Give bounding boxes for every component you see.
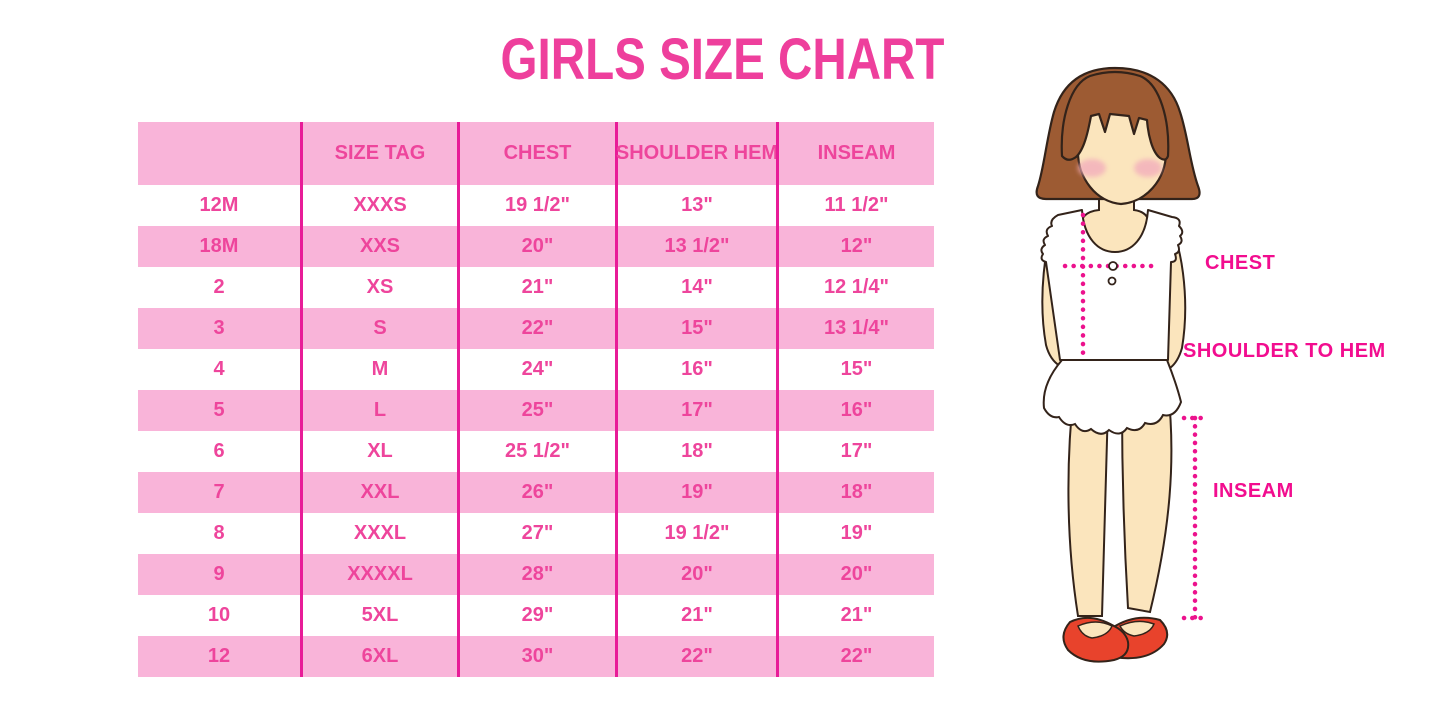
table-cell: 13 1/2" [615,226,776,267]
table-cell: 12" [776,226,934,267]
top-button-1 [1108,261,1118,271]
top-button-2 [1107,276,1117,286]
girl-skirt [1042,359,1183,435]
table-cell: 12 [207,645,231,667]
table-cell: L [300,390,457,431]
size-chart-table: SIZE TAG CHEST SHOULDER HEM INSEAM 12M XX… [138,122,934,677]
table-row: 6 XL 25 1/2" 18" 17" [138,431,934,472]
column-header-size [138,122,300,185]
page-title: GIRLS SIZE CHART [500,27,945,92]
table-cell: 14" [615,267,776,308]
table-cell: 22" [615,636,776,677]
table-cell: 5XL [300,595,457,636]
table-body: 12M XXXS 19 1/2" 13" 11 1/2" 18M XXS 20" 13 1/2… [138,185,934,677]
table-cell: 17" [776,431,934,472]
table-cell: XXS [300,226,457,267]
table-cell: 18M [199,235,239,257]
table-cell: 20" [457,226,615,267]
table-cell: 21" [615,595,776,636]
table-row: 5 L 25" 17" 16" [138,390,934,431]
table-cell: 2 [213,276,225,298]
table-row: 18M XXS 20" 13 1/2" 12" [138,226,934,267]
table-cell: 9 [213,563,225,585]
table-row: 3 S 22" 15" 13 1/4" [138,308,934,349]
table-cell: 5 [213,399,225,421]
table-cell: 15" [776,349,934,390]
table-cell: 24" [457,349,615,390]
table-cell: 30" [457,636,615,677]
column-header-shoulder-hem: SHOULDER HEM [615,122,778,185]
table-cell: 10 [207,604,231,626]
table-cell: 21" [457,267,615,308]
table-cell: 19 1/2" [615,513,776,554]
table-row: 2 XS 21" 14" 12 1/4" [138,267,934,308]
table-row: 12 6XL 30" 22" 22" [138,636,934,677]
table-row: 9 XXXXL 28" 20" 20" [138,554,934,595]
table-cell: 18" [776,472,934,513]
inseam-dotted-line [1181,415,1208,621]
table-cell: 3 [213,317,225,339]
table-row: 4 M 24" 16" 15" [138,349,934,390]
table-cell: 18" [615,431,776,472]
inseam-label: INSEAM [1213,480,1294,502]
table-cell: 25 1/2" [457,431,615,472]
table-cell: 7 [213,481,225,503]
table-header-row: SIZE TAG CHEST SHOULDER HEM INSEAM [138,122,934,185]
table-cell: XS [300,267,457,308]
table-cell: 11 1/2" [776,185,934,226]
column-header-size-tag: SIZE TAG [300,122,457,185]
table-cell: 28" [457,554,615,595]
table-cell: 16" [776,390,934,431]
column-header-inseam: INSEAM [776,122,934,185]
girl-right-leg [1120,388,1173,614]
table-cell: XXXXL [300,554,457,595]
table-cell: 26" [457,472,615,513]
shoulder-to-hem-label: SHOULDER TO HEM [1183,340,1386,362]
table-cell: M [300,349,457,390]
table-cell: 25" [457,390,615,431]
girl-illustration [1035,66,1208,663]
column-header-chest: CHEST [457,122,615,185]
table-cell: 15" [615,308,776,349]
table-cell: S [300,308,457,349]
table-row: 12M XXXS 19 1/2" 13" 11 1/2" [138,185,934,226]
table-cell: 6XL [300,636,457,677]
table-cell: 4 [213,358,225,380]
table-cell: 20" [615,554,776,595]
table-cell: XXXS [300,185,457,226]
girl-left-shoe [1062,616,1130,663]
table-cell: 19 1/2" [457,185,615,226]
table-cell: 20" [776,554,934,595]
table-cell: 12M [199,194,239,216]
table-cell: 19" [776,513,934,554]
table-cell: 13 1/4" [776,308,934,349]
girl-blush-right [1134,159,1162,177]
table-cell: 29" [457,595,615,636]
table-cell: 21" [776,595,934,636]
table-cell: 19" [615,472,776,513]
table-cell: 13" [615,185,776,226]
girl-blush-left [1078,159,1106,177]
table-cell: 17" [615,390,776,431]
table-row: 8 XXXL 27" 19 1/2" 19" [138,513,934,554]
girl-left-leg [1067,388,1110,617]
girl-hair-bangs [1060,70,1170,161]
table-cell: 12 1/4" [776,267,934,308]
table-cell: 8 [213,522,225,544]
table-cell: 22" [776,636,934,677]
table-cell: XL [300,431,457,472]
table-cell: 27" [457,513,615,554]
table-cell: XXXL [300,513,457,554]
table-row: 7 XXL 26" 19" 18" [138,472,934,513]
measurement-figure: CHEST SHOULDER TO HEM INSEAM [1000,60,1445,723]
table-cell: 6 [213,440,225,462]
table-cell: 22" [457,308,615,349]
table-cell: XXL [300,472,457,513]
table-cell: 16" [615,349,776,390]
table-row: 10 5XL 29" 21" 21" [138,595,934,636]
chest-label: CHEST [1205,252,1276,274]
